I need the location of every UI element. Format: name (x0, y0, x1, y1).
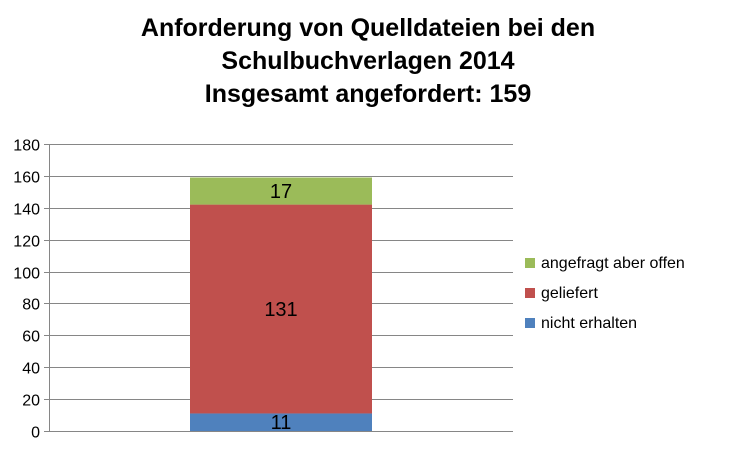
bar-segment-nicht-erhalten (190, 413, 372, 431)
data-label-angefragt-aber-offen: 17 (270, 181, 292, 203)
y-tick-label: 40 (22, 361, 40, 378)
data-label-geliefert: 131 (264, 299, 297, 321)
y-axis: 0 20 40 60 80 100 120 140 160 180 (13, 138, 50, 442)
y-tick-label: 0 (31, 425, 40, 442)
y-tick-label: 160 (13, 170, 40, 187)
y-tick-label: 120 (13, 234, 40, 251)
y-tick-label: 80 (22, 297, 40, 314)
legend-label-angefragt-aber-offen: angefragt aber offen (541, 255, 685, 272)
chart-title-line-2: Schulbuchverlagen 2014 (221, 47, 515, 75)
legend-swatch-nicht-erhalten (525, 318, 535, 328)
legend-label-nicht-erhalten: nicht erhalten (541, 315, 637, 332)
y-tick-label: 100 (13, 266, 40, 283)
bar-stack (190, 177, 372, 431)
y-tick-label: 20 (22, 393, 40, 410)
chart-title-line-1: Anforderung von Quelldateien bei den (140, 14, 596, 42)
legend: angefragt aber offen geliefert nicht erhal… (525, 255, 685, 332)
y-tick-label: 60 (22, 329, 40, 346)
y-tick-label: 140 (13, 202, 40, 219)
bar-segment-geliefert (190, 204, 372, 414)
legend-label-geliefert: geliefert (541, 285, 598, 302)
data-labels: 11 131 17 (264, 181, 297, 434)
bar-segment-angefragt-aber-offen (190, 177, 372, 205)
legend-swatch-geliefert (525, 288, 535, 298)
chart-title: Anforderung von Quelldateien bei den Sch… (0, 12, 736, 111)
legend-swatch-angefragt-aber-offen (525, 258, 535, 268)
y-tick-label: 180 (13, 138, 40, 155)
data-label-nicht-erhalten: 11 (271, 412, 292, 434)
chart-title-line-3: Insgesamt angefordert: 159 (204, 80, 532, 108)
